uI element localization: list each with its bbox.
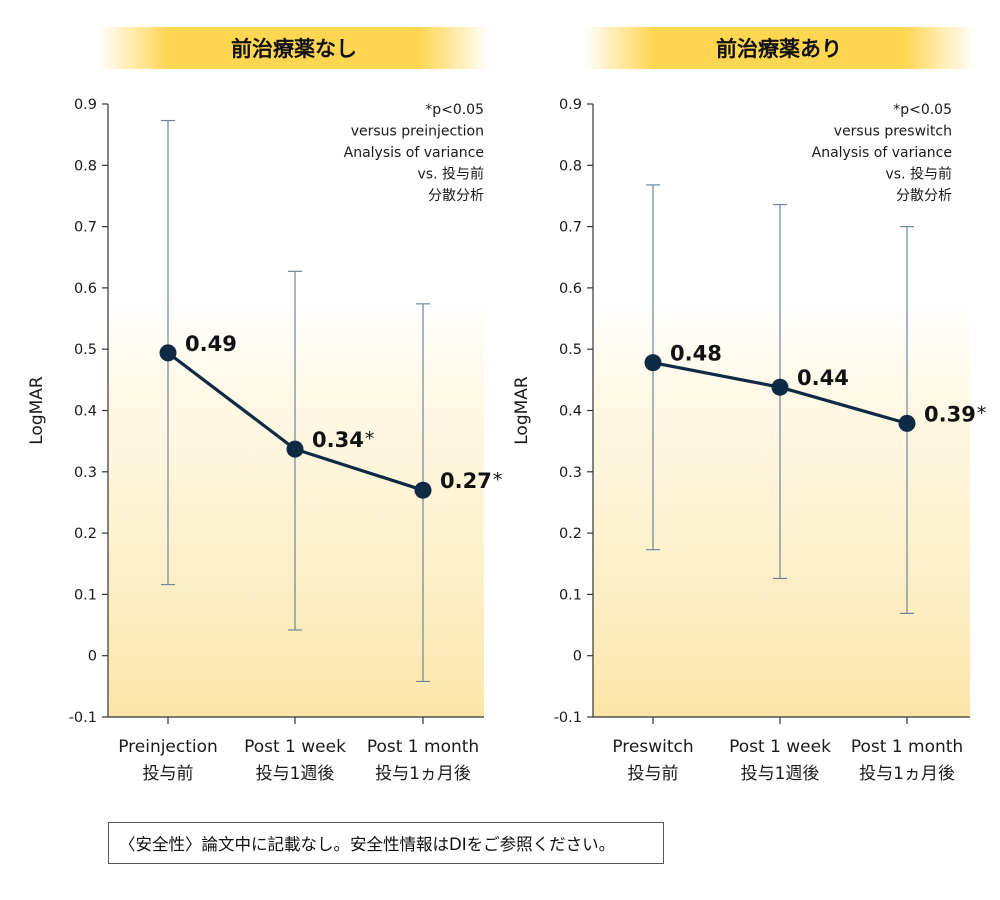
y-tick-label: 0 (573, 649, 582, 665)
x-tick-label: Post 1 week (729, 737, 831, 757)
data-point (414, 481, 432, 499)
y-tick-label: 0.1 (74, 587, 97, 603)
annotation-line: *p<0.05 (425, 102, 484, 118)
y-tick-label: 0.9 (74, 97, 97, 113)
data-label: 0.39* (924, 402, 986, 426)
chart-left: LogMAR 0.9 0.8 0.7 0.6 0.5 0.4 0.3 0.2 0.1 0 -0.1 Pr… (27, 97, 502, 784)
data-point (286, 440, 304, 458)
plot-background (108, 300, 484, 717)
y-tick-label: -0.1 (554, 710, 582, 726)
data-label: 0.48 (670, 342, 722, 366)
data-point (159, 344, 177, 362)
data-point (644, 354, 662, 372)
annotation-line: versus preswitch (834, 124, 952, 140)
y-tick-label: 0.7 (74, 220, 97, 236)
y-tick-label: 0.1 (559, 587, 582, 603)
y-tick-label: 0.8 (559, 158, 582, 174)
y-tick-label: 0 (88, 649, 97, 665)
x-tick-label: Post 1 month (367, 737, 479, 757)
y-tick-label: 0.2 (559, 526, 582, 542)
annotation-line: 分散分析 (896, 188, 952, 204)
x-tick-label: Preswitch (612, 737, 693, 757)
y-axis-label: LogMAR (27, 376, 47, 445)
y-tick-label: 0.7 (559, 220, 582, 236)
y-tick-label: 0.6 (559, 281, 582, 297)
data-label: 0.49 (185, 332, 237, 356)
data-point (898, 414, 916, 432)
annotation-line: vs. 投与前 (886, 166, 952, 183)
y-tick-label: 0.3 (559, 465, 582, 481)
x-tick-label: Preinjection (118, 737, 218, 757)
x-tick-label: Post 1 month (851, 737, 963, 757)
y-tick-label: 0.4 (559, 404, 582, 420)
annotation-line: Analysis of variance (812, 145, 952, 161)
x-tick-label: Post 1 week (244, 737, 346, 757)
data-label: 0.44 (797, 366, 849, 390)
annotation-line: 分散分析 (428, 188, 484, 204)
x-tick-label-ja: 投与1ヵ月後 (859, 764, 955, 784)
x-tick-label-ja: 投与1週後 (256, 764, 335, 784)
y-axis-label: LogMAR (512, 376, 532, 445)
annotation-line: vs. 投与前 (418, 166, 484, 183)
y-tick-label: 0.5 (74, 342, 97, 358)
data-label: 0.34* (312, 428, 374, 452)
y-tick-label: 0.9 (559, 97, 582, 113)
x-tick-label-ja: 投与前 (628, 764, 679, 784)
y-tick-label: 0.8 (74, 158, 97, 174)
safety-note: 〈安全性〉論文中に記載なし。安全性情報はDIをご参照ください。 (108, 822, 664, 864)
y-tick-label: 0.3 (74, 465, 97, 481)
y-tick-label: 0.2 (74, 526, 97, 542)
panel-title-left: 前治療薬なし (98, 27, 490, 69)
panel-title-right: 前治療薬あり (583, 27, 975, 69)
annotation-line: *p<0.05 (893, 102, 952, 118)
y-tick-label: 0.6 (74, 281, 97, 297)
x-tick-label-ja: 投与1ヵ月後 (375, 764, 471, 784)
y-tick-label: -0.1 (69, 710, 97, 726)
y-tick-label: 0.5 (559, 342, 582, 358)
data-label: 0.27* (440, 469, 502, 493)
x-tick-label-ja: 投与1週後 (741, 764, 820, 784)
x-tick-label-ja: 投与前 (143, 764, 194, 784)
annotation-line: versus preinjection (351, 124, 484, 140)
data-point (771, 378, 789, 396)
annotation-line: Analysis of variance (344, 145, 484, 161)
chart-right: LogMAR 0.9 0.8 0.7 0.6 0.5 0.4 0.3 0.2 0.1 0 -0.1 Pr… (512, 97, 986, 784)
y-tick-label: 0.4 (74, 404, 97, 420)
